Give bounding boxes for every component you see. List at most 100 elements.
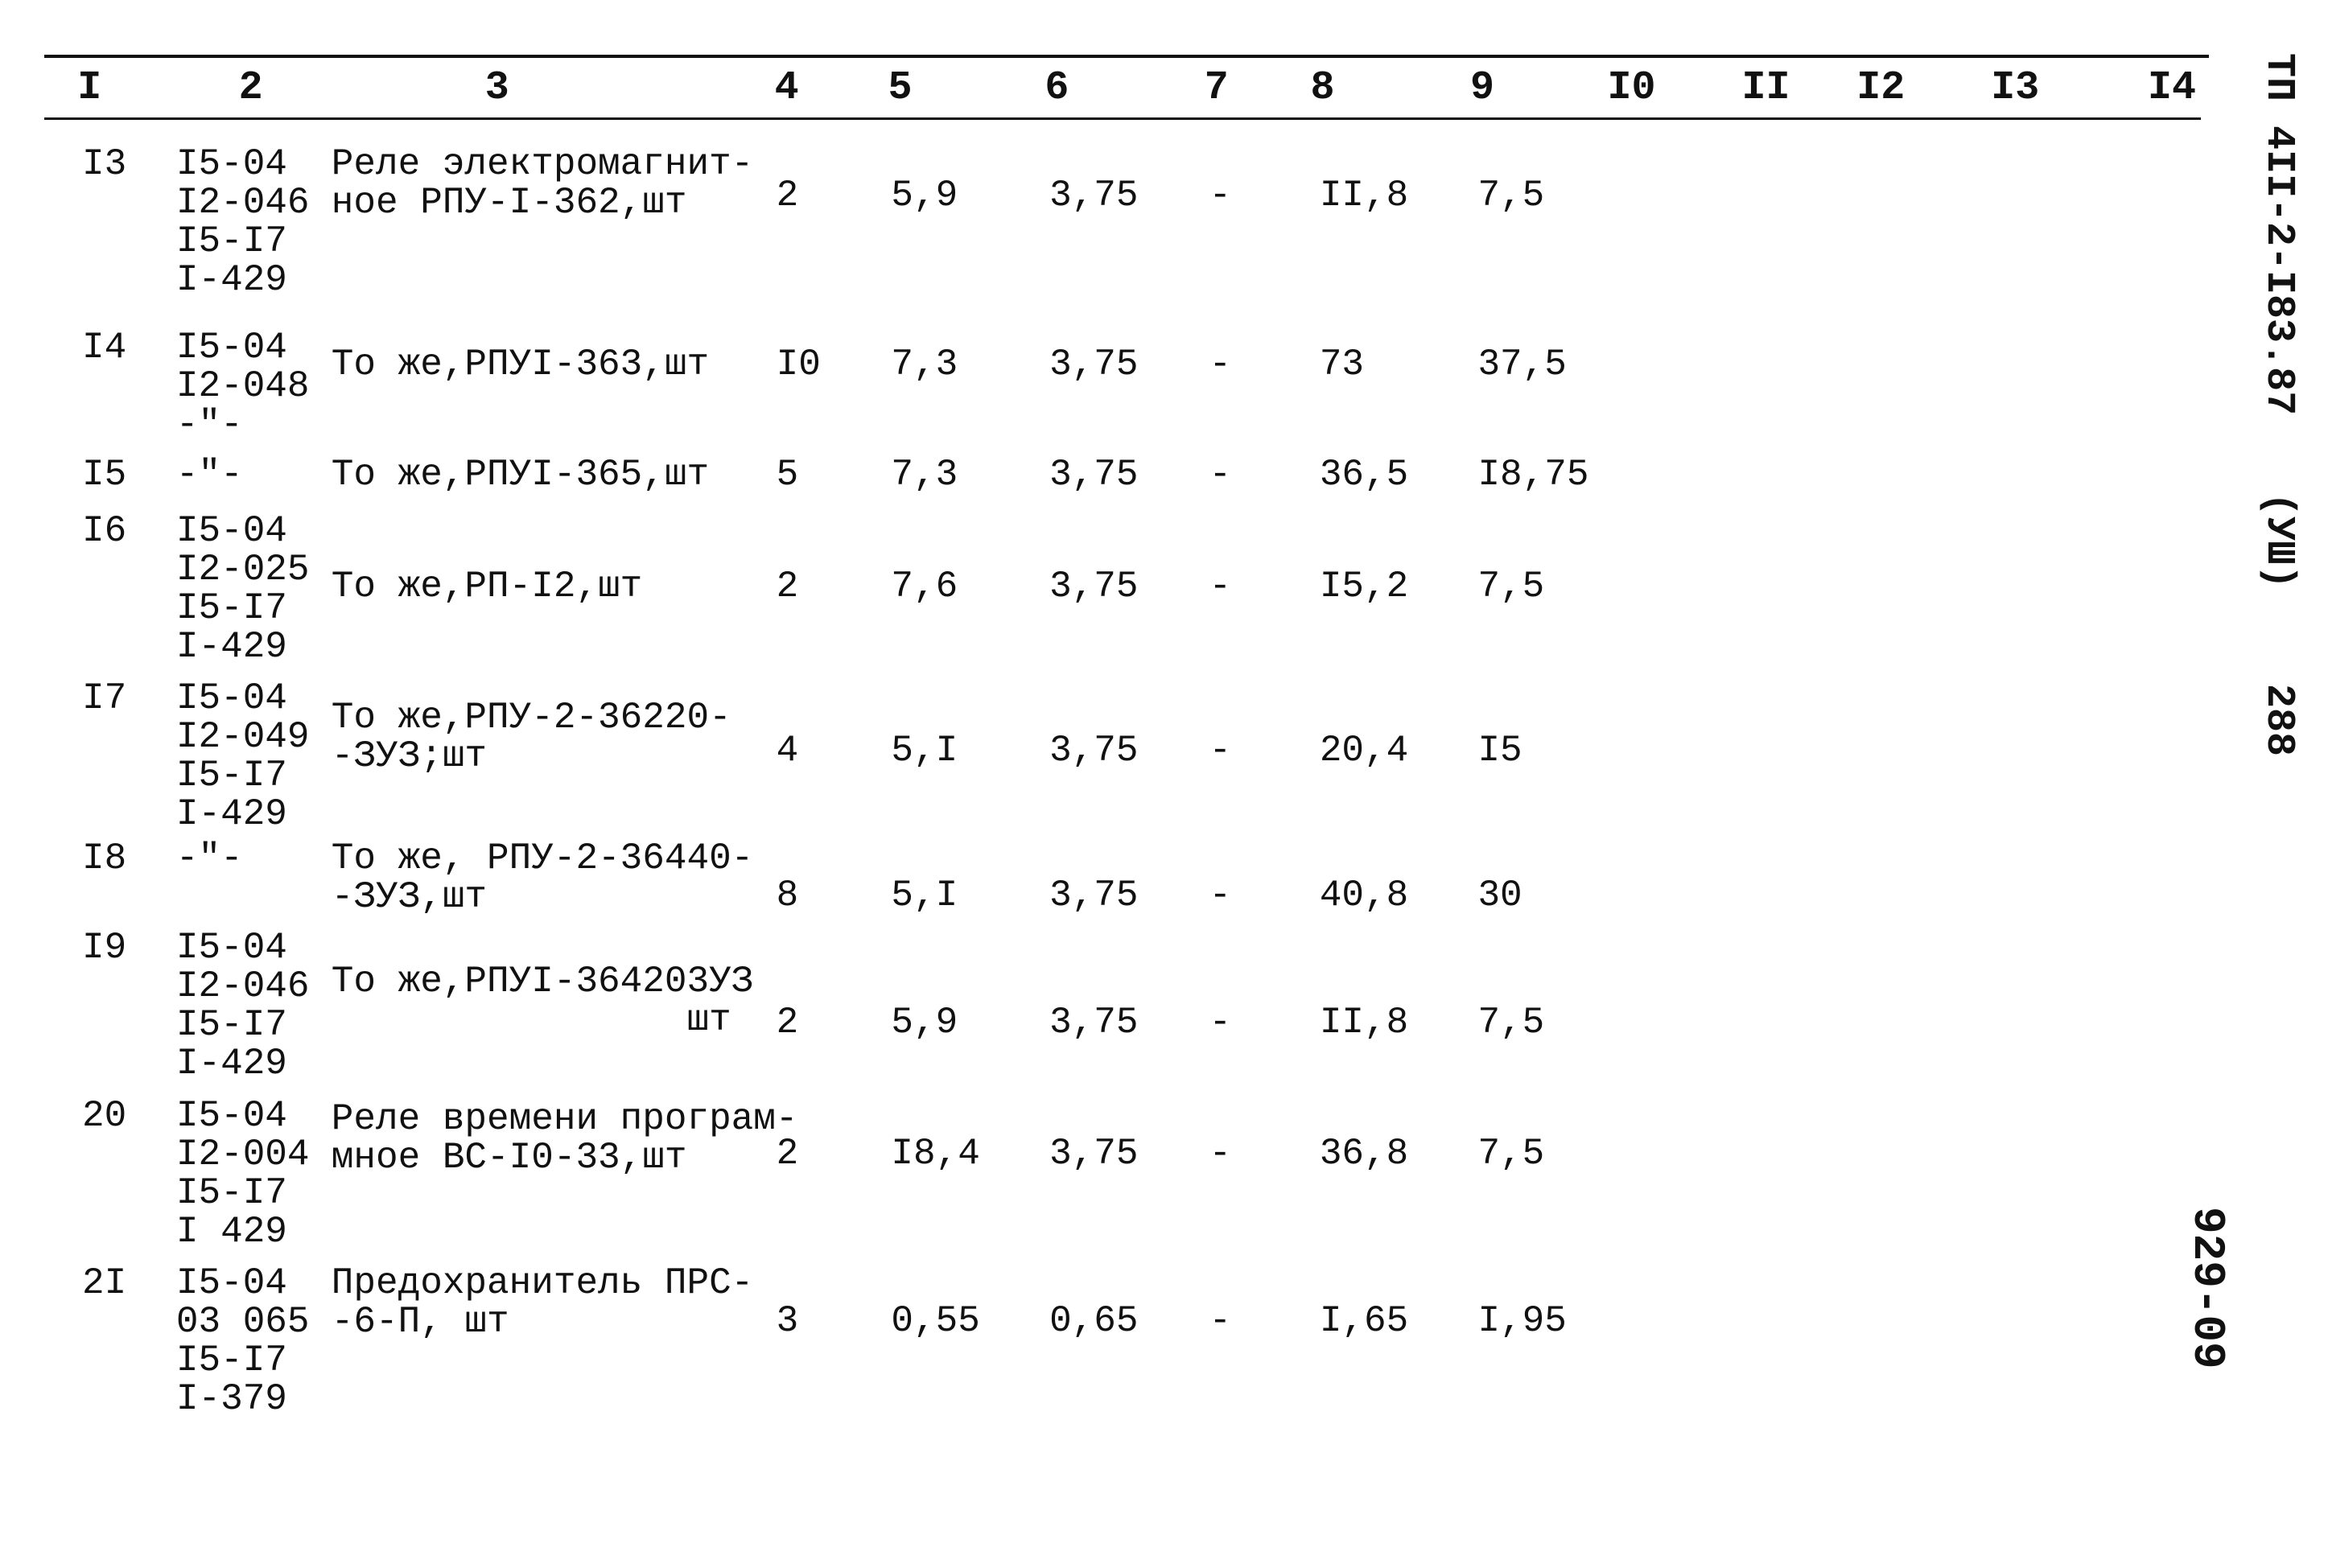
column-header: 5 [888,65,913,112]
name-cell: То же, РПУ-2-36440- -ЗУЗ,шт [331,837,754,918]
name-cell: Реле времени програм- мное ВС-I0-33,шт [331,1098,798,1179]
value-cell: II,8 [1319,1001,1409,1043]
column-header: I2 [1856,65,1906,112]
value-cell: II,8 [1319,174,1409,216]
value-cell: I5,2 [1319,565,1409,607]
value-cell: 3,75 [1049,453,1139,496]
quantity-cell: 2 [776,565,799,607]
value-cell: 40,8 [1319,874,1409,916]
value-cell: - [1209,1299,1232,1342]
value-cell: 3,75 [1049,565,1139,607]
code-cell: I5-04 I2-046 I5-I7 I-429 [175,926,310,1084]
value-cell: 7,5 [1477,1132,1545,1175]
margin-code: ТП 4II-2-I83.87 [2256,53,2301,416]
value-cell: 20,4 [1319,729,1409,772]
row-number: 2I [82,1262,127,1305]
value-cell: 73 [1319,343,1365,385]
column-header: 8 [1310,65,1335,112]
code-cell: I5-04 03 065 I5-I7 I-379 [175,1262,310,1421]
value-cell: 3,75 [1049,1132,1139,1175]
value-cell: 0,55 [891,1299,980,1342]
value-cell: - [1209,1001,1232,1043]
row-number: 20 [82,1095,127,1138]
value-cell: 36,5 [1319,453,1409,496]
value-cell: - [1209,453,1232,496]
value-cell: I5 [1477,729,1522,772]
header-rule [44,117,2201,120]
column-header: I4 [2148,65,2197,112]
margin-sheet: (УШ) [2256,492,2301,590]
value-cell: 7,3 [891,453,958,496]
value-cell: - [1209,874,1232,916]
code-cell: I5-04 I2-025 I5-I7 I-429 [175,510,310,669]
value-cell: 7,5 [1477,1001,1545,1043]
value-cell: - [1209,174,1232,216]
value-cell: 5,9 [891,1001,958,1043]
code-cell: I5-04 I2-048 -"- [175,327,310,447]
code-cell: -"- [175,837,243,879]
column-header: 6 [1045,65,1069,112]
value-cell: 36,8 [1319,1132,1409,1175]
value-cell: 7,3 [891,343,958,385]
quantity-cell: 5 [776,453,799,496]
value-cell: I8,75 [1477,453,1589,496]
value-cell: 30 [1477,874,1522,916]
margin-page: 288 [2256,684,2301,757]
value-cell: 0,65 [1049,1299,1139,1342]
value-cell: I8,4 [891,1132,980,1175]
code-cell: I5-04 I2-049 I5-I7 I-429 [175,677,310,836]
value-cell: 7,5 [1477,174,1545,216]
row-number: I8 [82,837,127,879]
row-number: I4 [82,327,127,369]
row-number: I7 [82,677,127,720]
name-cell: То же,РПУI-363,шт [331,343,710,385]
value-cell: - [1209,1132,1232,1175]
name-cell: То же,РПУ-2-36220- -ЗУЗ;шт [331,697,731,778]
quantity-cell: 3 [776,1299,799,1342]
code-cell: I5-04 I2-046 I5-I7 I-429 [175,142,310,301]
column-header: 2 [238,65,263,112]
code-cell: I5-04 I2-004 I5-I7 I 429 [175,1095,310,1253]
value-cell: 7,6 [891,565,958,607]
value-cell: 3,75 [1049,1001,1139,1043]
quantity-cell: 4 [776,729,799,772]
value-cell: 5,9 [891,174,958,216]
code-cell: -"- [175,453,243,496]
value-cell: 5,I [891,874,958,916]
value-cell: I,95 [1477,1299,1567,1342]
column-header: 7 [1204,65,1229,112]
row-number: I5 [82,453,127,496]
margin-number: 929-09 [2182,1207,2233,1369]
row-number: I6 [82,510,127,553]
name-cell: То же,РПУI-364203УЗ шт [331,961,754,1042]
name-cell: То же,РП-I2,шт [331,565,643,607]
column-header: I3 [1991,65,2040,112]
column-header: 4 [774,65,799,112]
quantity-cell: 8 [776,874,799,916]
name-cell: То же,РПУI-365,шт [331,453,710,496]
quantity-cell: 2 [776,1132,799,1175]
value-cell: 3,75 [1049,729,1139,772]
value-cell: 3,75 [1049,874,1139,916]
row-number: I9 [82,926,127,969]
value-cell: 5,I [891,729,958,772]
quantity-cell: 2 [776,1001,799,1043]
value-cell: - [1209,565,1232,607]
value-cell: I,65 [1319,1299,1409,1342]
value-cell: 37,5 [1477,343,1567,385]
value-cell: 3,75 [1049,343,1139,385]
value-cell: - [1209,343,1232,385]
top-rule [44,55,2209,58]
row-number: I3 [82,142,127,185]
column-header: 3 [484,65,509,112]
name-cell: Реле электромагнит- ное РПУ-I-362,шт [331,142,754,224]
column-header: I [77,65,102,112]
column-header: 9 [1469,65,1495,112]
value-cell: 7,5 [1477,565,1545,607]
column-header: I0 [1607,65,1656,112]
quantity-cell: 2 [776,174,799,216]
value-cell: 3,75 [1049,174,1139,216]
quantity-cell: I0 [776,343,821,385]
value-cell: - [1209,729,1232,772]
